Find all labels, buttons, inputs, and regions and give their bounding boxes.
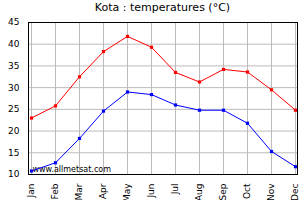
svg-text:Dec: Dec — [290, 183, 300, 200]
svg-text:May: May — [122, 183, 132, 200]
svg-text:Oct: Oct — [242, 183, 252, 199]
svg-text:Apr: Apr — [98, 183, 108, 199]
svg-text:30: 30 — [8, 83, 20, 93]
svg-text:40: 40 — [8, 39, 20, 49]
svg-text:10: 10 — [8, 169, 20, 179]
svg-text:www.allmetsat.com: www.allmetsat.com — [33, 165, 112, 174]
svg-text:Aug: Aug — [194, 184, 204, 200]
svg-text:Jan: Jan — [26, 184, 36, 199]
svg-text:25: 25 — [8, 104, 19, 114]
svg-text:15: 15 — [8, 148, 19, 158]
svg-text:Nov: Nov — [266, 183, 276, 200]
svg-text:Jul: Jul — [170, 184, 180, 196]
svg-text:35: 35 — [8, 61, 19, 71]
html-text:Kota : temperatures (°C): Kota : temperatures (°C) — [94, 1, 231, 14]
svg-text:Feb: Feb — [50, 183, 60, 199]
svg-text:20: 20 — [8, 126, 20, 136]
svg-text:Jun: Jun — [146, 184, 156, 199]
svg-text:Mar: Mar — [74, 183, 84, 200]
svg-text:Sep: Sep — [218, 183, 228, 200]
svg-text:45: 45 — [8, 17, 19, 27]
